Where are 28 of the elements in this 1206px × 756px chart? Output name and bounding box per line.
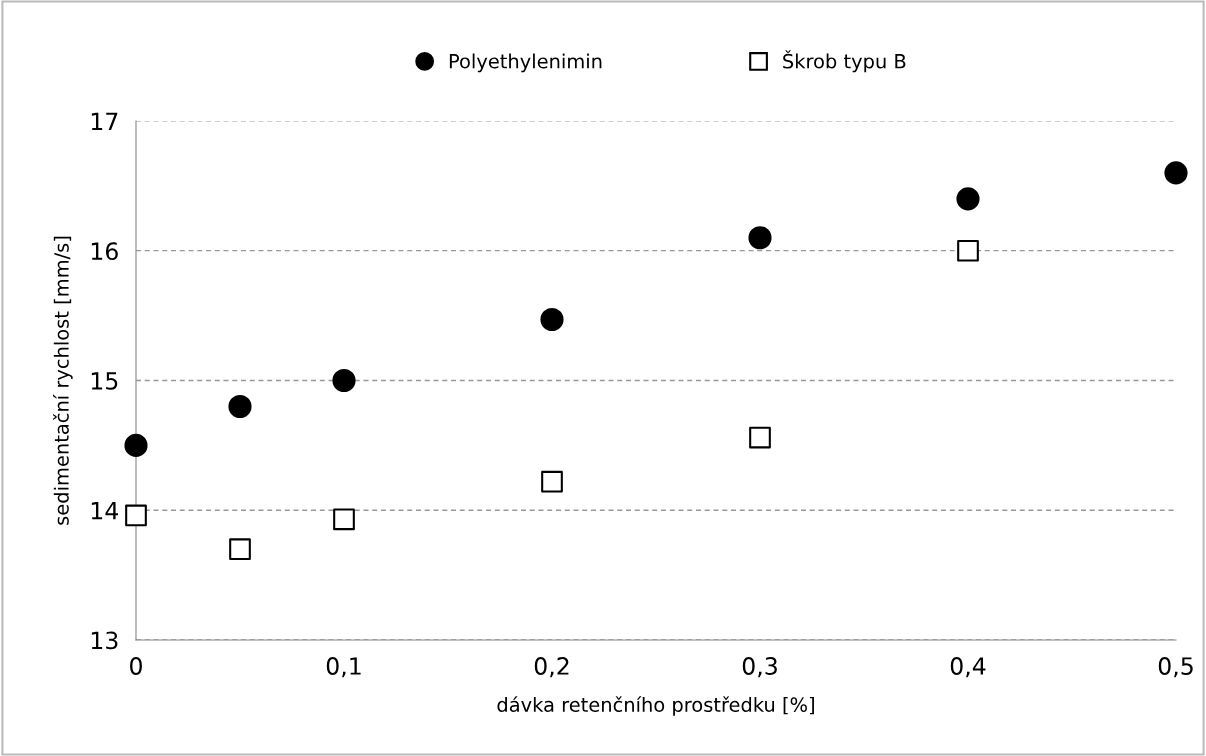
x-tick-label: 0,2 — [534, 657, 569, 678]
point — [228, 394, 252, 419]
x-axis-title: dávka retenčního prostředku [%] — [497, 696, 814, 716]
point — [1164, 161, 1188, 185]
y-tick-label: 14 — [91, 502, 119, 520]
y-tick-label: 17 — [91, 112, 118, 130]
y-tick-label: 16 — [91, 242, 118, 261]
point — [333, 508, 355, 531]
x-tick-label: 0,1 — [326, 657, 361, 678]
x-tick-label: 0 — [130, 657, 142, 675]
x-tick-label: 0,4 — [950, 657, 986, 678]
point — [124, 433, 148, 457]
point — [748, 226, 772, 250]
y-axis-title: sedimentační rychlost [mm/s] — [53, 236, 73, 525]
legend-label: Škrob typu B — [783, 50, 906, 73]
point — [540, 307, 564, 332]
point — [541, 470, 563, 493]
x-tick-label: 0,3 — [742, 657, 777, 678]
y-tick-label: 15 — [91, 372, 118, 390]
legend-label: Polyethylenimin — [449, 53, 602, 73]
point — [332, 368, 356, 393]
x-tick-label: 0,5 — [1158, 657, 1193, 678]
point — [229, 538, 251, 561]
y-tick-label: 13 — [91, 631, 118, 650]
point — [125, 504, 147, 527]
point — [749, 426, 771, 449]
point — [956, 187, 980, 211]
point — [957, 239, 979, 262]
